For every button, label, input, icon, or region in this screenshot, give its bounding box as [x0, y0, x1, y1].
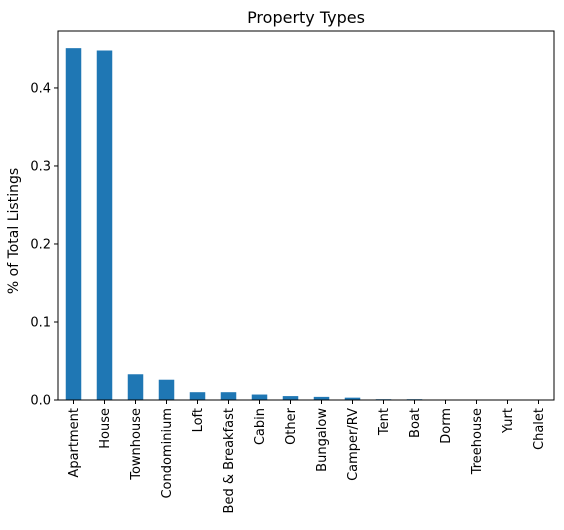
bar [282, 396, 299, 400]
x-tick-label: Bungalow [315, 408, 330, 472]
x-tick-label: Cabin [253, 408, 268, 445]
bar [65, 48, 82, 400]
bar [251, 394, 268, 400]
x-tick-label: Chalet [532, 408, 547, 450]
x-tick-label: Boat [408, 408, 423, 438]
x-tick-label: Treehouse [470, 408, 485, 475]
x-tick-label: Other [284, 407, 299, 445]
bar [127, 374, 144, 400]
x-tick-label: Townhouse [129, 408, 144, 481]
x-tick-label: Condominium [160, 408, 175, 499]
y-axis-ticks: 0.0 0.1 0.2 0.3 0.4 [30, 81, 58, 409]
bar [344, 397, 361, 400]
x-tick-label: Dorm [439, 408, 454, 444]
y-tick-label: 0.1 [30, 315, 51, 330]
plot-frame [57, 30, 555, 401]
bar [189, 392, 206, 400]
chart-title: Property Types [247, 8, 365, 27]
bars-group [65, 48, 547, 400]
x-tick-label: Loft [191, 408, 206, 432]
x-tick-label: Camper/RV [346, 408, 361, 481]
x-tick-label: Tent [377, 408, 392, 436]
x-tick-label: Yurt [501, 408, 516, 434]
x-tick-label: Bed & Breakfast [222, 408, 237, 513]
y-tick-label: 0.0 [30, 394, 51, 409]
y-tick-label: 0.2 [30, 237, 51, 252]
x-tick-label: House [98, 408, 113, 449]
bar [158, 379, 175, 400]
x-tick-label: Apartment [67, 408, 82, 478]
x-axis-ticks: Apartment House Townhouse Condominium Loft Be… [67, 400, 547, 513]
y-tick-label: 0.3 [30, 159, 51, 174]
bar [220, 392, 237, 400]
y-tick-label: 0.4 [30, 81, 51, 96]
y-axis-label: % of Total Listings [6, 168, 22, 294]
bar [313, 396, 330, 400]
bar [96, 50, 113, 400]
